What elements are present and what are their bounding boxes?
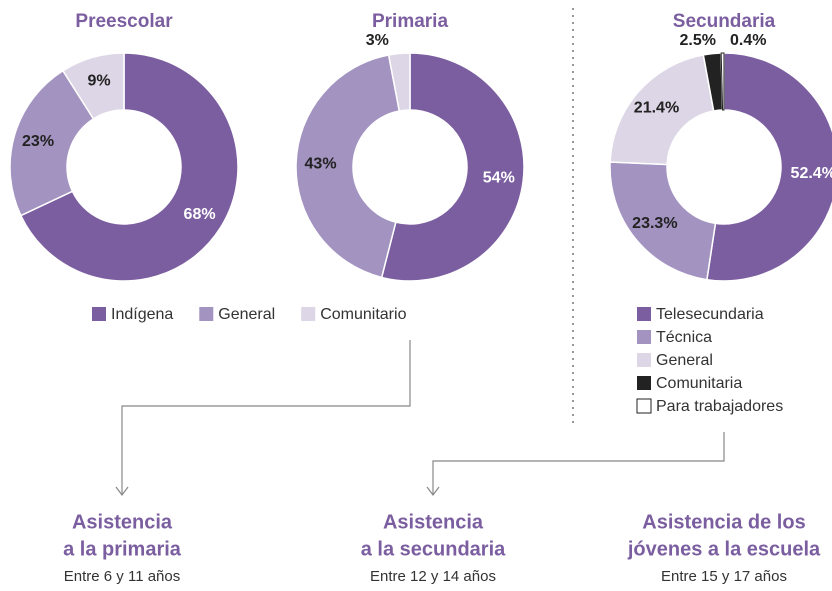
data-label: 52.4%: [791, 165, 832, 182]
section-subtitle: Entre 12 y 14 años: [370, 568, 496, 585]
data-label: 43%: [305, 155, 337, 172]
slice: [380, 52, 525, 282]
arrowhead: [115, 486, 129, 496]
legend-label: General: [656, 352, 713, 369]
slice: [387, 52, 411, 112]
legend-swatch: [199, 307, 214, 321]
legend-swatch: [637, 330, 651, 344]
legend-swatch: [301, 307, 316, 321]
section-title: Asistencia: [383, 511, 484, 533]
data-label: 21.4%: [634, 99, 679, 116]
chart-title: Primaria: [372, 11, 448, 32]
legend-swatch: [92, 307, 106, 321]
legend-swatch: [637, 353, 651, 367]
legend-label: Indígena: [111, 306, 173, 323]
data-label: 9%: [87, 72, 110, 89]
legend-label: Técnica: [656, 329, 712, 346]
chart-title: Secundaria: [673, 11, 776, 32]
legend-label: Para trabajadores: [656, 398, 783, 415]
section-title: Asistencia de los: [642, 511, 805, 533]
data-label: 3%: [366, 32, 389, 49]
slice: [609, 54, 715, 166]
legend-swatch: [637, 376, 651, 390]
slice: [9, 69, 95, 217]
slice: [609, 161, 717, 281]
data-label: 23%: [22, 133, 54, 150]
section-title: Asistencia: [72, 511, 173, 533]
slice: [19, 52, 239, 282]
slice: [720, 52, 725, 111]
legend-swatch: [637, 307, 651, 321]
data-label: 54%: [483, 169, 515, 186]
data-label: 2.5%: [680, 32, 716, 49]
slice: [295, 54, 401, 279]
legend-label: Telesecundaria: [656, 306, 764, 323]
section-title: a la secundaria: [361, 538, 506, 560]
legend-label: General: [218, 306, 275, 323]
chart-title: Preescolar: [75, 11, 173, 32]
section-title: a la primaria: [63, 538, 182, 560]
section-subtitle: Entre 15 y 17 años: [661, 568, 787, 585]
legend-label: Comunitario: [320, 306, 406, 323]
arrowhead: [426, 486, 440, 496]
data-label: 68%: [184, 206, 216, 223]
arrow: [432, 432, 725, 495]
legend-swatch: [636, 398, 652, 414]
section-subtitle: Entre 6 y 11 años: [64, 568, 180, 585]
slice: [706, 52, 832, 282]
arrow: [121, 340, 411, 495]
data-label: 0.4%: [730, 32, 766, 49]
data-label: 23.3%: [632, 215, 677, 232]
section-title: jóvenes a la escuela: [627, 538, 821, 560]
slice: [61, 52, 125, 120]
legend-label: Comunitaria: [656, 375, 742, 392]
